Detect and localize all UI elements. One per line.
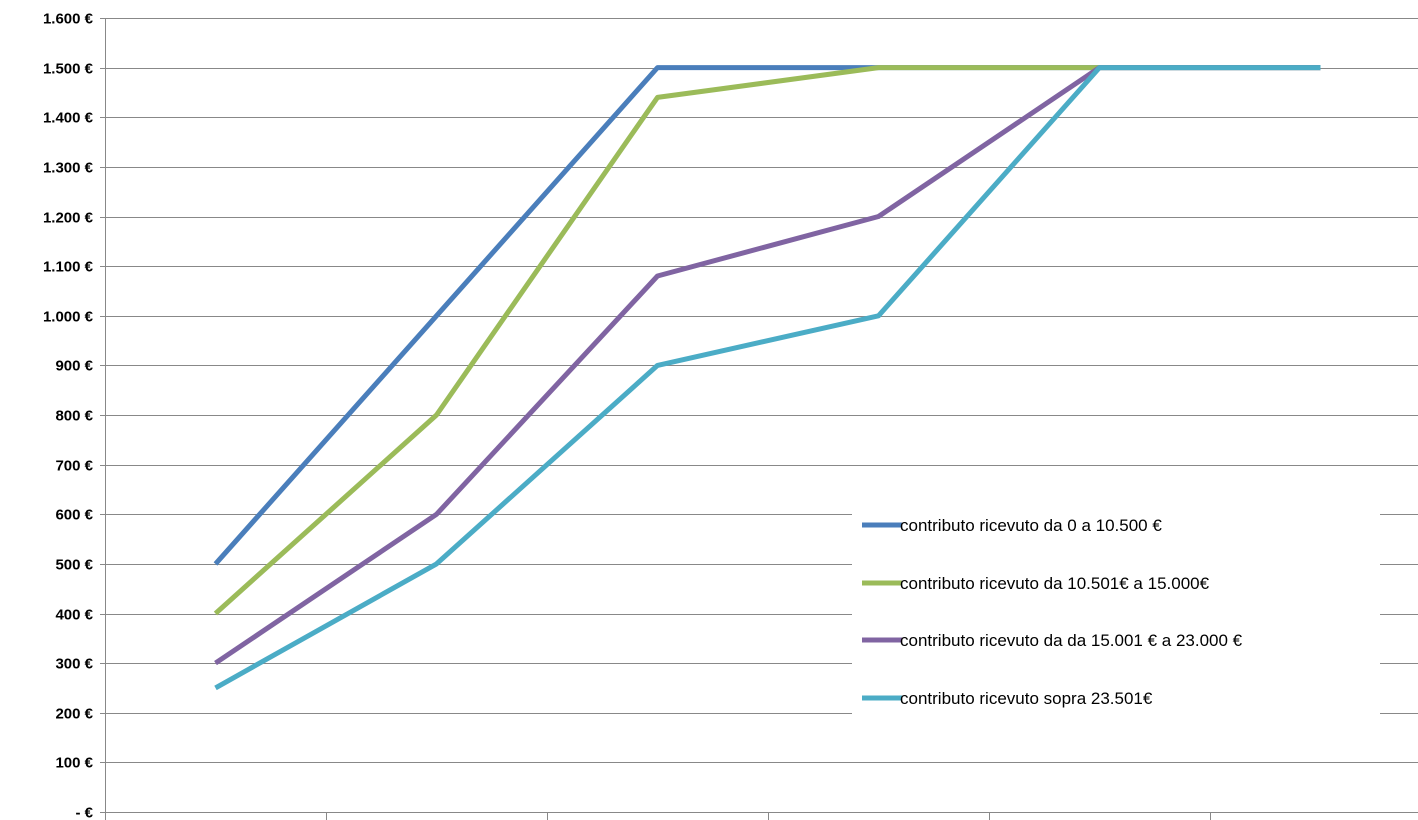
y-tick-label: 300 € (55, 656, 93, 673)
legend: contributo ricevuto da 0 a 10.500 € contr… (852, 497, 1380, 717)
y-tick-label: 1.300 € (43, 160, 94, 177)
y-tick-label: 1.500 € (43, 61, 94, 78)
series-line-1 (213, 65, 1321, 566)
y-tick-label: 1.600 € (43, 11, 94, 28)
y-tick-label: 1.100 € (43, 259, 94, 276)
y-tick-label: 800 € (55, 408, 93, 425)
x-axis (100, 18, 1418, 820)
y-tick-label: 100 € (55, 755, 93, 772)
y-tick-label: 1.000 € (43, 309, 94, 326)
y-tick-label: 500 € (55, 557, 93, 574)
legend-label-4: contributo ricevuto sopra 23.501€ (900, 689, 1153, 708)
y-tick-label: - € (75, 805, 93, 820)
legend-label-2: contributo ricevuto da 10.501€ a 15.000€ (900, 574, 1210, 593)
y-tick-label: 900 € (55, 358, 93, 375)
y-tick-label: 1.400 € (43, 110, 94, 127)
legend-label-1: contributo ricevuto da 0 a 10.500 € (900, 516, 1162, 535)
y-tick-label: 600 € (55, 507, 93, 524)
y-tick-label: 200 € (55, 706, 93, 723)
series-lines (213, 65, 1321, 691)
y-tick-label: 700 € (55, 458, 93, 475)
y-axis-tick-labels: - € 100 € 200 € 300 € 400 € 500 € 600 € 700 € 80… (43, 11, 94, 820)
y-tick-label: 400 € (55, 607, 93, 624)
legend-background (852, 497, 1380, 717)
legend-label-3: contributo ricevuto da da 15.001 € a 23.… (900, 631, 1243, 650)
y-tick-label: 1.200 € (43, 210, 94, 227)
series-line-4 (214, 65, 1321, 691)
